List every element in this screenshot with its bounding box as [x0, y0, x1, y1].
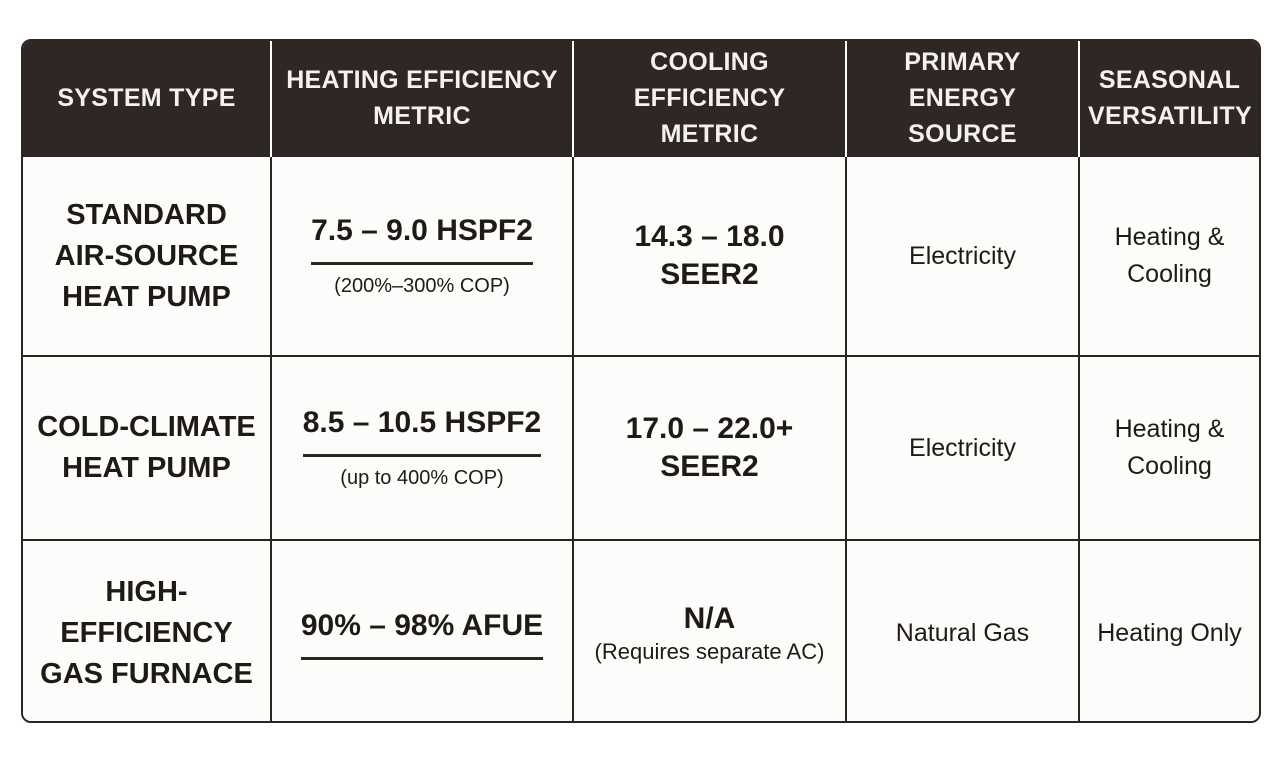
energy-source-cell: Electricity: [845, 155, 1079, 356]
system-name: COLD-CLIMATE HEAT PUMP: [37, 411, 256, 484]
cooling-efficiency-cell: N/A (Requires separate AC): [572, 539, 846, 721]
energy-source-value: Electricity: [909, 433, 1016, 462]
header-seasonal-versatility: SEASONAL VERSATILITY: [1078, 41, 1259, 156]
header-system-type: SYSTEM TYPE: [23, 41, 271, 156]
versatility-value: Heating Only: [1097, 618, 1242, 647]
energy-source-cell: Natural Gas: [845, 539, 1079, 721]
heating-metric-note: (up to 400% COP): [340, 466, 504, 489]
table-body: STANDARD AIR-SOURCE HEAT PUMP 7.5 – 9.0 …: [23, 155, 1259, 721]
hvac-comparison-table: SYSTEM TYPE HEATING EFFICIENCY METRIC CO…: [23, 41, 1259, 721]
cooling-metric-value: 17.0 – 22.0+ SEER2: [625, 412, 794, 483]
energy-source-cell: Electricity: [845, 355, 1079, 540]
system-name: HIGH-EFFICIENCY GAS FURNACE: [40, 575, 253, 690]
heating-efficiency-cell: 90% – 98% AFUE: [270, 539, 573, 721]
system-type-cell: COLD-CLIMATE HEAT PUMP: [23, 355, 271, 540]
system-type-cell: HIGH-EFFICIENCY GAS FURNACE: [23, 539, 271, 721]
versatility-cell: Heating Only: [1078, 539, 1259, 721]
heating-efficiency-cell: 8.5 – 10.5 HSPF2 (up to 400% COP): [270, 355, 573, 540]
energy-source-value: Electricity: [909, 241, 1016, 270]
cooling-efficiency-cell: 17.0 – 22.0+ SEER2: [572, 355, 846, 540]
comparison-table: SYSTEM TYPE HEATING EFFICIENCY METRIC CO…: [21, 39, 1261, 723]
versatility-value: Heating & Cooling: [1114, 223, 1225, 288]
table-header: SYSTEM TYPE HEATING EFFICIENCY METRIC CO…: [23, 41, 1259, 156]
header-heating-efficiency: HEATING EFFICIENCY METRIC: [270, 41, 573, 156]
system-type-cell: STANDARD AIR-SOURCE HEAT PUMP: [23, 155, 271, 356]
versatility-value: Heating & Cooling: [1114, 415, 1225, 480]
header-row: SYSTEM TYPE HEATING EFFICIENCY METRIC CO…: [23, 41, 1259, 156]
table-row: HIGH-EFFICIENCY GAS FURNACE 90% – 98% AF…: [23, 539, 1259, 721]
heating-metric-value: 90% – 98% AFUE: [300, 607, 544, 660]
table-row: COLD-CLIMATE HEAT PUMP 8.5 – 10.5 HSPF2 …: [23, 355, 1259, 540]
cooling-metric-value: N/A: [683, 602, 736, 635]
cooling-metric-value: 14.3 – 18.0 SEER2: [634, 220, 785, 291]
versatility-cell: Heating & Cooling: [1078, 355, 1259, 540]
versatility-cell: Heating & Cooling: [1078, 155, 1259, 356]
cooling-metric-note: (Requires separate AC): [594, 639, 825, 664]
system-name: STANDARD AIR-SOURCE HEAT PUMP: [54, 198, 239, 313]
header-primary-energy-source: PRIMARY ENERGY SOURCE: [845, 41, 1079, 156]
heating-metric-value: 7.5 – 9.0 HSPF2: [311, 212, 533, 265]
heating-efficiency-cell: 7.5 – 9.0 HSPF2 (200%–300% COP): [270, 155, 573, 356]
cooling-efficiency-cell: 14.3 – 18.0 SEER2: [572, 155, 846, 356]
energy-source-value: Natural Gas: [895, 618, 1030, 647]
header-cooling-efficiency: COOLING EFFICIENCY METRIC: [572, 41, 846, 156]
heating-metric-note: (200%–300% COP): [334, 274, 510, 297]
table-row: STANDARD AIR-SOURCE HEAT PUMP 7.5 – 9.0 …: [23, 155, 1259, 356]
heating-metric-value: 8.5 – 10.5 HSPF2: [302, 404, 542, 457]
